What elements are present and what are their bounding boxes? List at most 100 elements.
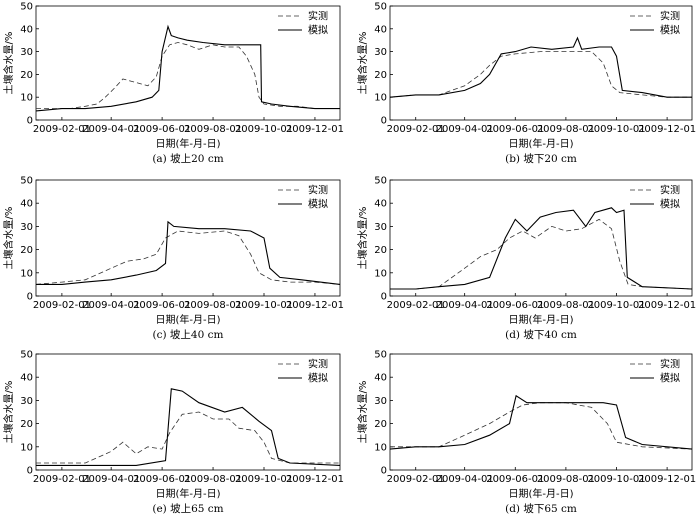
panel-caption: (d) 坡下65 cm (505, 502, 577, 515)
y-tick-label: 30 (374, 47, 387, 58)
x-tick-label: 2009-02-01 (33, 300, 91, 311)
y-tick-label: 30 (20, 396, 33, 407)
y-tick-label: 0 (381, 116, 387, 127)
legend-label: 模拟 (308, 372, 328, 385)
legend-label: 模拟 (308, 198, 328, 211)
x-tick-label: 2009-10-01 (235, 124, 293, 135)
x-axis-label: 日期(年-月-日) (508, 487, 573, 500)
series-simulated-line (36, 388, 341, 466)
chart-panel-6: 0 10 20 30 40 50 2009-02-012009-04-012009-06-0… (356, 350, 696, 516)
panel-caption: (b) 坡下20 cm (505, 152, 577, 165)
legend-label: 实测 (660, 10, 680, 23)
x-tick-label: 2009-08-01 (537, 474, 595, 485)
y-axis-label: 土壤含水量/% (2, 207, 15, 270)
plot-frame (35, 353, 341, 471)
series-simulated-line (36, 220, 341, 285)
legend-label: 实测 (660, 358, 680, 371)
x-tick-label: 2009-08-01 (184, 300, 242, 311)
y-axis-label: 土壤含水量/% (356, 381, 369, 444)
x-tick-label: 2009-10-01 (587, 474, 645, 485)
x-tick-label: 2009-04-01 (436, 474, 494, 485)
y-tick-label: 40 (20, 373, 33, 384)
x-tick-label: 2009-10-01 (587, 124, 645, 135)
y-tick-label: 30 (374, 222, 387, 233)
plot-frame (389, 5, 693, 121)
x-axis-label: 日期(年-月-日) (155, 137, 220, 150)
y-tick-label: 30 (20, 222, 33, 233)
x-tick-label: 2009-10-01 (235, 474, 293, 485)
y-tick-label: 40 (374, 373, 387, 384)
series-measured-line (389, 51, 692, 98)
series-measured-line (36, 42, 340, 109)
y-tick-label: 20 (20, 245, 33, 256)
x-tick-label: 2009-12-01 (286, 124, 344, 135)
y-tick-label: 30 (374, 396, 387, 407)
plot-frame (389, 353, 693, 471)
y-tick-label: 20 (20, 70, 33, 81)
panel-caption: (d) 坡下40 cm (505, 328, 577, 341)
x-tick-label: 2009-02-01 (33, 124, 91, 135)
series-measured-line (390, 402, 693, 450)
series-simulated-line (35, 24, 340, 112)
y-axis-label: 土壤含水量/% (356, 32, 369, 95)
y-tick-label: 10 (20, 442, 33, 453)
legend-label: 实测 (660, 184, 680, 197)
x-tick-label: 2009-06-01 (486, 474, 544, 485)
x-tick-label: 2009-06-01 (133, 300, 191, 311)
y-tick-label: 50 (374, 2, 387, 13)
chart-panel-2: 0 10 20 30 40 50 2009-02-012009-04-012009-06-0… (356, 2, 696, 166)
y-tick-label: 30 (20, 47, 33, 58)
legend-label: 模拟 (308, 24, 328, 37)
y-tick-label: 0 (27, 292, 33, 303)
y-tick-label: 50 (20, 350, 33, 361)
chart-panel-4: 0 10 20 30 40 50 2009-02-012009-04-012009-06-0… (356, 176, 696, 342)
x-tick-label: 2009-06-01 (133, 474, 191, 485)
legend-label: 模拟 (660, 372, 680, 385)
y-tick-label: 40 (20, 199, 33, 210)
x-tick-label: 2009-06-01 (486, 300, 544, 311)
y-tick-label: 0 (27, 116, 33, 127)
y-tick-label: 20 (374, 70, 387, 81)
legend-label: 模拟 (660, 24, 680, 37)
x-axis-label: 日期(年-月-日) (508, 137, 573, 150)
series-simulated-line (390, 207, 693, 290)
x-tick-label: 2009-10-01 (587, 300, 645, 311)
x-tick-label: 2009-06-01 (486, 124, 544, 135)
plot-frame (389, 179, 693, 297)
x-axis-label: 日期(年-月-日) (508, 313, 573, 326)
series-measured-line (35, 230, 341, 285)
y-tick-label: 20 (374, 245, 387, 256)
legend-label: 模拟 (660, 198, 680, 211)
y-tick-label: 10 (374, 442, 387, 453)
y-tick-label: 0 (381, 466, 387, 477)
y-tick-label: 40 (374, 24, 387, 35)
y-tick-label: 20 (374, 419, 387, 430)
y-tick-label: 10 (20, 268, 33, 279)
x-tick-label: 2009-12-01 (286, 474, 344, 485)
x-tick-label: 2009-02-01 (387, 124, 445, 135)
chart-panel-5: 0 10 20 30 40 50 2009-02-012009-04-012009-06-0… (2, 350, 344, 516)
legend-label: 实测 (308, 10, 328, 23)
x-tick-label: 2009-02-01 (33, 474, 91, 485)
x-tick-label: 2009-04-01 (436, 300, 494, 311)
chart-panel-1: 0 10 20 30 40 50 2009-02-012009-04-012009-06-0… (2, 2, 344, 166)
x-tick-label: 2009-04-01 (82, 474, 140, 485)
x-tick-label: 2009-06-01 (133, 124, 191, 135)
x-tick-label: 2009-12-01 (638, 300, 696, 311)
x-axis-label: 日期(年-月-日) (155, 487, 220, 500)
legend-label: 实测 (308, 184, 328, 197)
series-simulated-line (389, 394, 693, 450)
panel-caption: (e) 坡上65 cm (152, 502, 223, 515)
chart-panel-3: 0 10 20 30 40 50 2009-02-012009-04-012009-06-0… (2, 176, 344, 342)
y-tick-label: 0 (381, 292, 387, 303)
x-tick-label: 2009-02-01 (387, 300, 445, 311)
panel-caption: (c) 坡上40 cm (153, 328, 224, 341)
y-tick-label: 10 (374, 268, 387, 279)
y-tick-label: 50 (374, 350, 387, 361)
y-tick-label: 50 (20, 2, 33, 13)
x-axis-label: 日期(年-月-日) (155, 313, 220, 326)
panel-caption: (a) 坡上20 cm (152, 152, 223, 165)
y-tick-label: 0 (27, 466, 33, 477)
y-tick-label: 40 (20, 24, 33, 35)
